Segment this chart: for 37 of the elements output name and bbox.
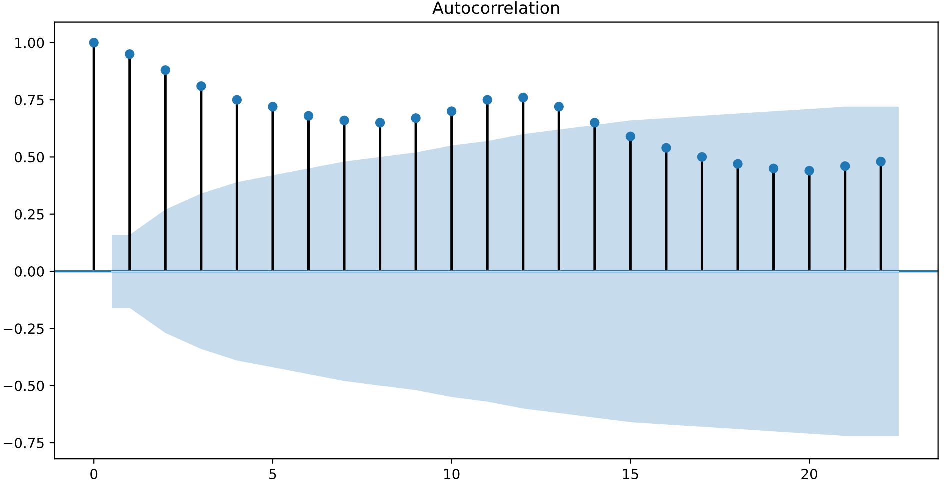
point <box>804 166 814 176</box>
y-tick-label: −0.25 <box>4 324 44 334</box>
point <box>375 118 386 128</box>
point <box>768 164 779 174</box>
y-tick-label: 0.25 <box>15 209 44 220</box>
point <box>196 81 206 92</box>
y-tick-label: 0.75 <box>15 95 44 106</box>
y-tick-label: −0.75 <box>4 438 44 448</box>
point <box>662 143 672 153</box>
point <box>840 161 850 172</box>
point <box>626 132 636 142</box>
point <box>340 116 350 126</box>
point <box>89 38 99 48</box>
point <box>554 102 564 112</box>
x-tick-label: 5 <box>270 469 276 480</box>
y-tick-label: −0.50 <box>4 380 44 392</box>
point <box>733 159 743 169</box>
point <box>411 113 421 124</box>
y-tick-label: 0.00 <box>15 266 44 277</box>
chart-title: Autocorrelation <box>432 1 560 14</box>
x-tick-label: 20 <box>802 468 818 480</box>
point <box>304 111 314 121</box>
y-tick-label: 0.50 <box>15 152 44 163</box>
x-tick-label: 15 <box>623 469 638 480</box>
point <box>125 49 135 60</box>
x-tick-label: 0 <box>90 468 98 480</box>
point <box>268 102 278 112</box>
point <box>590 118 600 128</box>
point <box>876 156 886 167</box>
y-tick-label: 1.00 <box>16 38 44 48</box>
point <box>160 65 171 76</box>
point <box>446 106 457 116</box>
point <box>482 95 492 105</box>
point <box>697 152 708 162</box>
x-tick-label: 10 <box>444 468 460 480</box>
point <box>518 92 528 103</box>
point <box>232 95 242 105</box>
